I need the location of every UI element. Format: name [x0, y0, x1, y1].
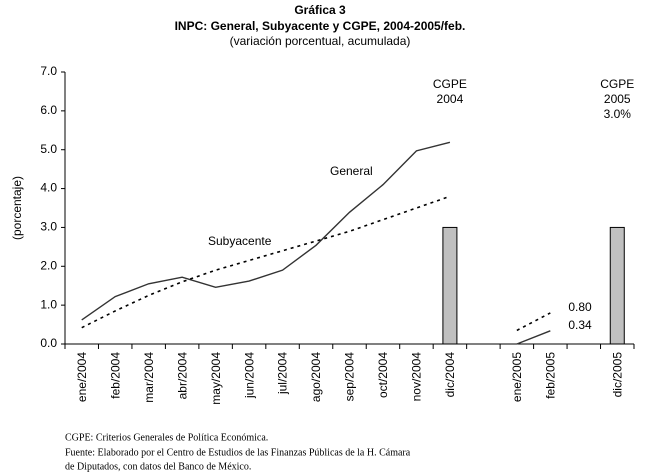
chart-title: Gráfica 3 [294, 3, 346, 17]
x-tick-label: dic/2005 [610, 352, 624, 398]
x-tick-label: ene/2005 [510, 352, 524, 402]
footnote: de Diputados, con datos del Banco de Méx… [65, 461, 251, 472]
y-tick-label: 3.0 [40, 220, 57, 234]
chart-subtitle: INPC: General, Subyacente y CGPE, 2004-2… [175, 19, 466, 33]
x-tick-label: sep/2004 [343, 352, 357, 402]
x-tick-label: oct/2004 [376, 352, 390, 398]
series-label: General [330, 164, 373, 178]
x-tick-label: ene/2004 [75, 352, 89, 402]
y-tick-label: 7.0 [40, 64, 57, 78]
bar [609, 226, 625, 345]
line [516, 330, 551, 345]
x-tick-label: may/2004 [209, 352, 223, 405]
line [81, 141, 451, 321]
data-label: 0.34 [568, 318, 592, 332]
footnote: Fuente: Elaborado por el Centro de Estud… [65, 447, 411, 458]
y-tick-label: 0.0 [40, 336, 57, 350]
bar [442, 226, 458, 345]
annotation: CGPE [600, 77, 634, 91]
y-axis-label: (porcentaje) [10, 176, 24, 240]
x-tick-label: feb/2004 [108, 352, 122, 399]
x-tick-label: nov/2004 [410, 352, 424, 402]
x-tick-label: jun/2004 [242, 352, 256, 399]
data-label: 0.80 [568, 300, 592, 314]
annotation: 2004 [437, 92, 464, 106]
annotation: CGPE [433, 77, 467, 91]
x-tick-label: feb/2005 [543, 352, 557, 399]
y-tick-label: 5.0 [40, 142, 57, 156]
series-label: Subyacente [208, 234, 272, 248]
footnote: CGPE: Criterios Generales de Política Ec… [65, 432, 268, 443]
line [81, 195, 451, 329]
x-tick-label: ago/2004 [309, 352, 323, 402]
annotation: 3.0% [604, 107, 632, 121]
y-tick-label: 6.0 [40, 103, 57, 117]
x-tick-label: abr/2004 [175, 352, 189, 400]
y-tick-label: 2.0 [40, 258, 57, 272]
chart-note: (variación porcentual, acumulada) [230, 34, 411, 48]
y-tick-label: 4.0 [40, 181, 57, 195]
x-tick-label: dic/2004 [443, 352, 457, 398]
x-tick-label: mar/2004 [142, 352, 156, 403]
line [516, 312, 551, 332]
x-tick-label: jul/2004 [276, 352, 290, 395]
y-tick-label: 1.0 [40, 297, 57, 311]
annotation: 2005 [604, 92, 631, 106]
